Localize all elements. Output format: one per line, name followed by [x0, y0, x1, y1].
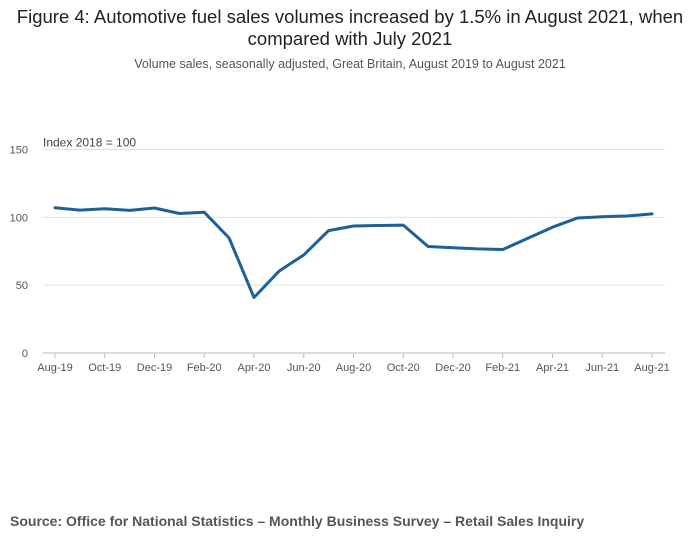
data-point	[402, 223, 405, 227]
x-tick-label: Aug-21	[634, 362, 669, 374]
x-tick-label: Feb-21	[485, 362, 520, 374]
x-tick-label: Apr-21	[536, 362, 569, 374]
x-tick-label: Aug-20	[336, 362, 371, 374]
y-tick-label: 100	[10, 212, 28, 224]
chart-subtitle: Volume sales, seasonally adjusted, Great…	[134, 57, 566, 71]
y-tick-label: 50	[16, 280, 28, 292]
data-point	[327, 229, 330, 232]
x-tick-label: Dec-20	[435, 362, 470, 374]
data-point	[501, 248, 504, 251]
data-point	[78, 208, 82, 212]
data-point	[203, 211, 206, 214]
data-point	[551, 226, 554, 229]
data-point	[302, 253, 305, 257]
data-point	[625, 214, 629, 218]
data-point	[377, 224, 380, 227]
data-point	[53, 206, 57, 210]
x-tick-label: Apr-20	[237, 362, 270, 374]
x-tick-label: Feb-20	[187, 362, 222, 374]
data-point	[426, 245, 430, 248]
data-point	[526, 237, 529, 240]
source-note: Source: Office for National Statistics –…	[10, 513, 585, 529]
x-tick-label: Aug-19	[37, 362, 72, 374]
series-line-automotive-fuel	[53, 206, 654, 299]
data-point	[601, 215, 604, 218]
chart-title: Figure 4: Automotive fuel sales volumes …	[16, 6, 684, 49]
data-point	[227, 236, 231, 240]
data-point	[451, 246, 455, 249]
axes: 0 50 100 150 Aug-19 Oct-19 Dec-19 Feb-20 Apr-20 J…	[10, 145, 670, 375]
data-point	[650, 212, 654, 216]
y-tick-label: 0	[22, 348, 28, 360]
y-axis-unit-label: Index 2018 = 100	[43, 136, 136, 150]
x-tick-label: Dec-19	[137, 362, 172, 374]
x-tick-label: Oct-19	[88, 362, 121, 374]
data-point	[103, 207, 106, 210]
gridlines	[43, 149, 665, 286]
data-point	[576, 216, 579, 220]
x-tick-label: Jun-21	[585, 362, 619, 374]
data-point	[277, 270, 281, 273]
data-point	[153, 206, 156, 210]
series-layer	[53, 206, 654, 299]
data-point	[178, 212, 181, 215]
x-tick-label: Jun-20	[287, 362, 321, 374]
data-point	[252, 296, 256, 299]
y-tick-label: 150	[10, 145, 28, 157]
data-point	[476, 247, 480, 251]
data-point	[352, 224, 355, 228]
data-point	[128, 209, 131, 212]
x-tick-label: Oct-20	[387, 362, 420, 374]
